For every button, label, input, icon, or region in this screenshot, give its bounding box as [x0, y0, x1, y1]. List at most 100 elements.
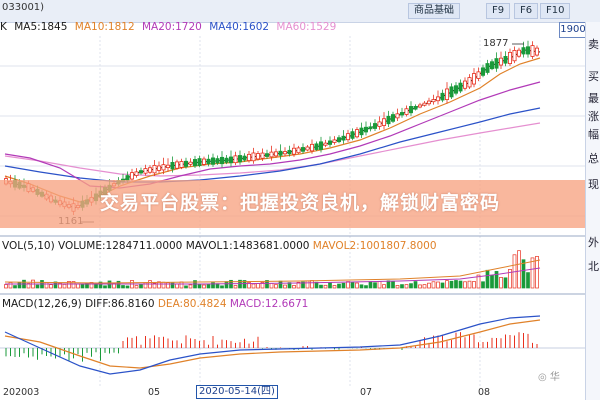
volume-bar: [431, 281, 436, 289]
volume-bar: [341, 282, 346, 289]
mavol2-line: [5, 267, 541, 285]
candle-body: [174, 161, 179, 169]
volume-bar: [206, 283, 211, 289]
candle-body: [395, 113, 400, 119]
volume-bar: [274, 284, 278, 289]
candle-body: [485, 63, 490, 73]
candle-body: [215, 158, 220, 164]
candle-body: [197, 158, 202, 166]
volume-bar: [503, 277, 508, 289]
volume-bar: [35, 284, 40, 289]
candle-body: [314, 143, 319, 150]
macd-indicator-row: MACD(12,26,9) DIFF:86.8160 DEA:80.4824 M…: [2, 298, 308, 310]
candle-body: [471, 73, 476, 85]
volume-bar: [494, 271, 499, 289]
volume-bar: [134, 285, 139, 289]
candle-body: [390, 114, 395, 122]
volume-bar: [170, 282, 175, 289]
volume-bar: [404, 284, 409, 289]
candle-body: [435, 96, 440, 102]
sell-label[interactable]: 卖: [588, 38, 599, 51]
ma40-value: MA40:1602: [209, 21, 270, 33]
volume-bar-series: [4, 250, 539, 289]
volume-bar: [13, 285, 17, 289]
f6-button[interactable]: F6: [514, 3, 539, 19]
volume-bar: [418, 284, 422, 289]
volume-bar: [445, 280, 449, 289]
volume-bar: [332, 285, 337, 289]
candle-body: [413, 105, 418, 110]
dea-line: [4, 319, 541, 369]
volume-bar: [391, 280, 395, 289]
volume-bar: [355, 282, 359, 289]
candle-body: [237, 155, 242, 163]
volume-bar: [265, 280, 269, 289]
volume-bar: [337, 283, 341, 289]
stock-code: 033001): [2, 2, 45, 13]
candle-body: [233, 155, 238, 164]
product-basics-button[interactable]: 商品基础: [408, 3, 460, 19]
volume-bar: [26, 283, 31, 289]
volume-bar: [179, 281, 184, 289]
candle-body: [138, 170, 143, 174]
latest-label: 最: [588, 92, 599, 105]
volume-bar: [382, 284, 386, 289]
volume-value: VOLUME:1284711.0000: [58, 240, 183, 252]
candle-body: [206, 158, 211, 165]
volume-bar: [139, 283, 143, 289]
candle-body: [152, 164, 157, 174]
candle-body: [255, 153, 260, 160]
volume-bar: [220, 285, 224, 289]
candle-body: [323, 142, 328, 146]
candle-body: [129, 172, 134, 180]
volume-bar: [301, 281, 305, 289]
ma5-value: MA5:1845: [14, 21, 68, 33]
candle-body: [444, 88, 449, 100]
f9-button[interactable]: F9: [486, 3, 511, 19]
candle-body: [336, 137, 341, 143]
ma40-line: [4, 107, 541, 183]
volume-indicator-row: VOL(5,10) VOLUME:1284711.0000 MAVOL1:148…: [2, 240, 437, 252]
candle-body: [372, 123, 377, 129]
volume-bar: [116, 280, 121, 289]
volume-bar: [377, 281, 382, 289]
volume-bar: [157, 281, 161, 289]
diff-value: DIFF:86.8160: [85, 298, 155, 310]
ma10-value: MA10:1812: [74, 21, 135, 33]
candle-body: [179, 161, 184, 168]
candle-body: [431, 99, 436, 103]
volume-bar: [71, 281, 76, 289]
buy-label[interactable]: 买: [588, 70, 599, 83]
date-tick: 202003: [3, 387, 40, 398]
change-label: 涨: [588, 110, 599, 123]
volume-bar: [224, 281, 229, 289]
candle-body: [426, 100, 431, 105]
watermark: ◎ 华: [538, 372, 560, 383]
f10-button[interactable]: F10: [540, 3, 571, 19]
volume-bar: [499, 277, 503, 289]
volume-bar: [283, 284, 287, 289]
date-axis: 202003 05 07 08: [0, 386, 585, 400]
candle-body: [251, 152, 256, 162]
volume-bar: [152, 282, 157, 289]
volume-bar: [67, 281, 71, 289]
volume-bar: [319, 284, 323, 289]
candle-body: [327, 140, 332, 145]
volume-bar: [184, 285, 188, 289]
candle-body: [467, 77, 472, 88]
volume-bar: [161, 281, 166, 289]
volume-bar: [508, 269, 512, 289]
top-toolbar: 033001) 商品基础 F9 F6 F10: [0, 0, 600, 23]
candle-body: [183, 160, 188, 167]
volume-bar: [440, 282, 445, 289]
volume-bar: [166, 282, 170, 289]
volume-bar: [278, 280, 283, 289]
volume-bar: [98, 281, 103, 289]
volume-bar: [80, 284, 85, 289]
right-quote-panel: 卖 买 最 涨 幅 总 现 外 北: [585, 22, 600, 400]
total-label: 总: [588, 152, 599, 165]
candle-body: [291, 147, 296, 155]
candle-body: [242, 155, 247, 161]
volume-bar: [251, 283, 256, 289]
date-tick: 05: [148, 387, 161, 398]
